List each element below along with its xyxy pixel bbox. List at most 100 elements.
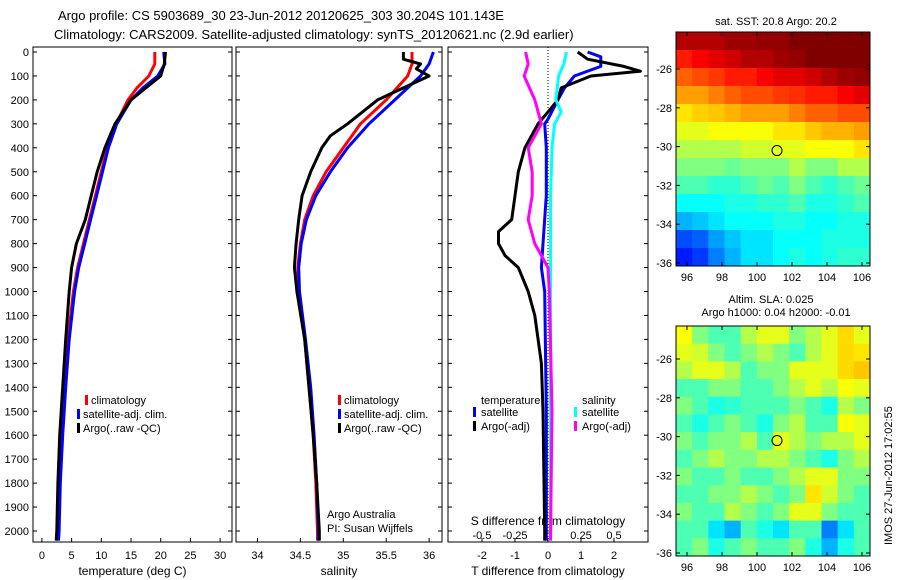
series-line-satellite: [297, 51, 435, 541]
profile-panel-0: 0100200300400500600700800900100011001200…: [5, 46, 233, 578]
map-cell: [773, 86, 790, 105]
legend-swatch-t-argo: [473, 421, 476, 431]
map-cell: [821, 176, 839, 195]
map-cell: [837, 104, 855, 123]
map-cell: [740, 104, 758, 123]
profile-panel-2: -2 -1 0 1 2 T difference from climatology S di…: [447, 46, 649, 578]
map-cell: [756, 485, 774, 504]
map-cell: [805, 122, 822, 141]
map-cell: [789, 502, 806, 522]
map-cell: [740, 248, 758, 267]
map-cell: [724, 379, 742, 398]
map-cell: [740, 230, 758, 249]
map-cell: [853, 343, 871, 362]
map-cell: [837, 32, 855, 51]
map-cell: [837, 248, 855, 267]
y-tick-label: 1200: [5, 334, 29, 346]
map-cell: [692, 50, 709, 69]
map-cell: [837, 230, 855, 249]
map-cell: [708, 538, 725, 557]
profile-panel-1: 34 34.5 35 35.5 36 salinity: [235, 46, 443, 578]
map-cell: [773, 361, 790, 380]
map-cell: [821, 449, 839, 469]
map-cell: [692, 361, 709, 380]
series-line-climatology: [55, 52, 157, 541]
map-cell: [789, 485, 806, 504]
map-cell: [692, 86, 709, 105]
x-tick-label: 0: [39, 550, 45, 562]
lon-tick-label: 102: [783, 272, 801, 284]
map-cell: [676, 485, 693, 504]
map-cell: [789, 194, 806, 213]
map-cell: [676, 68, 693, 87]
map-cell: [789, 32, 806, 51]
map-cell: [740, 502, 758, 522]
y-tick-label: 600: [11, 191, 29, 203]
map-cell: [805, 343, 822, 362]
legend-label: Argo(..raw -QC): [83, 423, 161, 435]
map-cell: [821, 379, 839, 398]
map-cell: [692, 176, 709, 195]
map-cell: [676, 212, 693, 231]
map-cell: [676, 122, 693, 141]
map-cell: [821, 361, 839, 380]
map-cell: [805, 467, 822, 486]
map-cell: [837, 379, 855, 398]
map-cell: [708, 68, 725, 87]
map-cell: [740, 538, 758, 557]
title-line-2: Climatology: CARS2009. Satellite-adjuste…: [54, 27, 574, 42]
map-cell: [789, 379, 806, 398]
y-tick-label: 1600: [5, 430, 29, 442]
map-cell: [676, 343, 693, 362]
map-cell: [853, 485, 871, 504]
lon-tick-label: 100: [748, 562, 766, 574]
map-cell: [676, 50, 693, 69]
map-cell: [708, 212, 725, 231]
map-cell: [756, 86, 774, 105]
x-tick-label: 10: [95, 550, 107, 562]
map-cell: [853, 176, 871, 195]
map-cell: [789, 158, 806, 177]
map-cell: [740, 449, 758, 469]
map-cell: [805, 158, 822, 177]
map-cell: [676, 104, 693, 123]
map-cell: [773, 212, 790, 231]
map-cell: [805, 68, 822, 87]
map-cell: [756, 104, 774, 123]
y-tick-label: 100: [11, 71, 29, 83]
salinity-legend: climatology satellite-adj. clim. Argo(..…: [327, 395, 428, 535]
x-axis-label: T difference from climatology: [471, 564, 625, 578]
map-cell: [837, 194, 855, 213]
map-cell: [805, 414, 822, 433]
plot-frame: [235, 46, 443, 543]
map-cell: [789, 122, 806, 141]
legend-swatch-t-satellite: [473, 407, 476, 417]
map-cell: [837, 86, 855, 105]
map-cell: [837, 520, 855, 539]
y-tick-label: 1300: [5, 358, 29, 370]
y-tick-label: 700: [11, 215, 29, 227]
map-cell: [756, 343, 774, 362]
map-cell: [821, 230, 839, 249]
map-cell: [789, 520, 806, 539]
map-cell: [676, 396, 693, 415]
map-cell: [789, 176, 806, 195]
map-cell: [821, 396, 839, 415]
map-cell: [676, 32, 693, 51]
map-cell: [821, 485, 839, 504]
x2-axis-label: S difference from climatology: [471, 514, 626, 528]
map-cell: [676, 467, 693, 486]
legend-swatch-s-satellite: [574, 407, 577, 417]
map-cell: [773, 50, 790, 69]
map-cell: [740, 485, 758, 504]
y-tick-label: 1000: [5, 287, 29, 299]
map-cell: [692, 343, 709, 362]
map-cell: [724, 520, 742, 539]
map-cell: [837, 485, 855, 504]
y-tick-label: 900: [11, 263, 29, 275]
lon-tick-label: 106: [853, 562, 871, 574]
map-cell: [724, 68, 742, 87]
map-cell: [837, 538, 855, 557]
map-cell: [789, 414, 806, 433]
map-cell: [853, 32, 871, 51]
